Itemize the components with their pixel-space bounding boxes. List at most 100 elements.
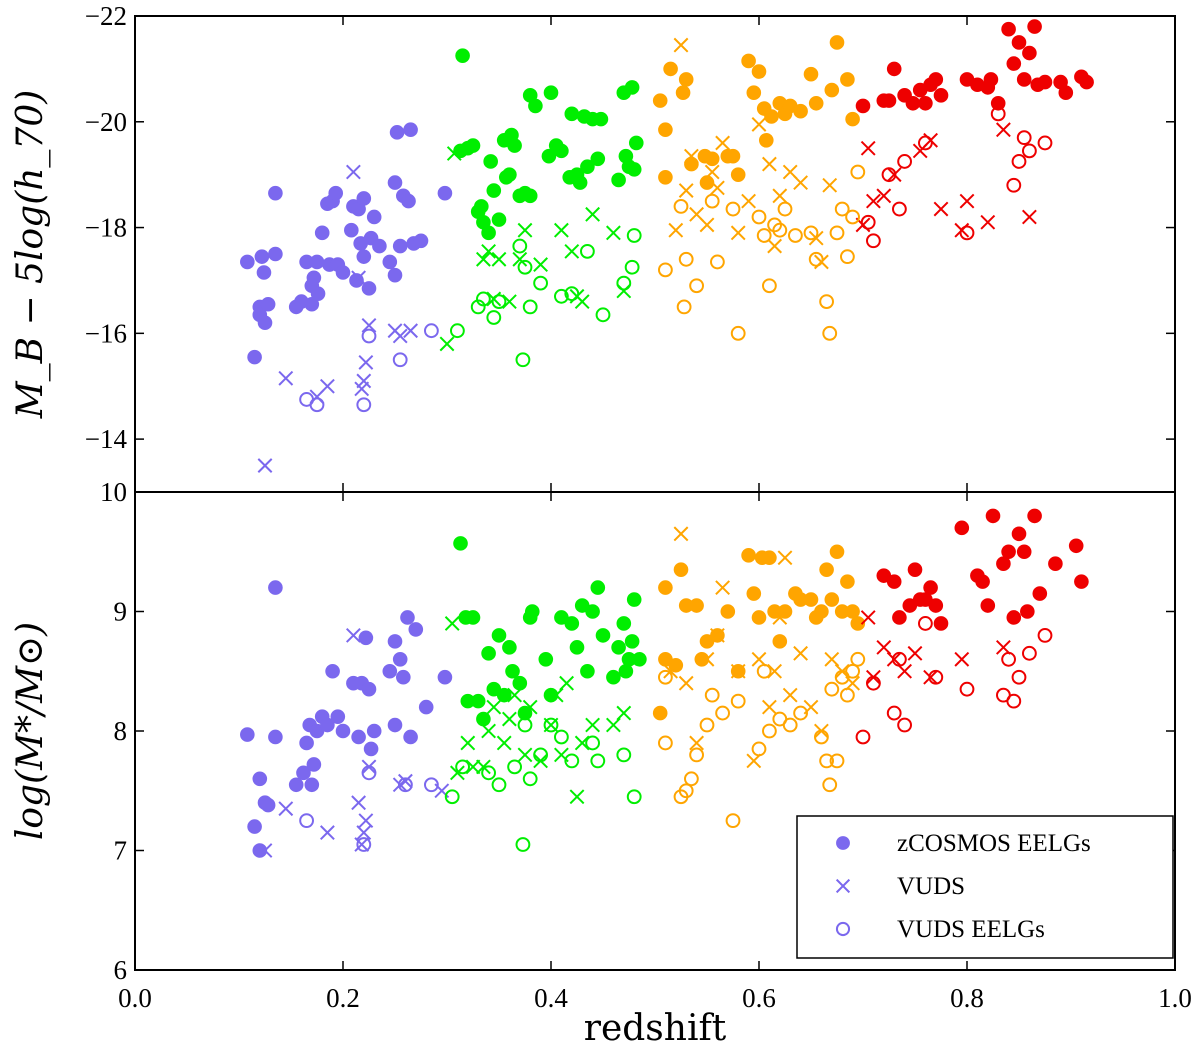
vuds-point	[475, 251, 491, 267]
y-tick-label: −18	[85, 213, 127, 243]
vuds-eelgs-point	[522, 771, 538, 787]
vuds-eelgs-point	[564, 753, 580, 769]
zcosmos-eelgs-point	[252, 771, 268, 787]
zcosmos-eelgs-point	[829, 544, 845, 560]
vuds-point	[278, 801, 294, 817]
y-tick-label: −22	[85, 1, 127, 31]
vuds-point	[959, 193, 975, 209]
vuds-eelgs-point	[824, 681, 840, 697]
vuds-eelgs-point	[481, 765, 497, 781]
vuds-eelgs-point	[814, 729, 829, 745]
zcosmos-eelgs-point	[699, 175, 715, 190]
zcosmos-eelgs-point	[1027, 508, 1042, 524]
vuds-point	[886, 651, 902, 667]
zcosmos-eelgs-point	[569, 640, 585, 655]
vuds-point	[678, 675, 694, 691]
vuds-point	[715, 580, 731, 596]
vuds-eelgs-point	[850, 651, 866, 667]
vuds-point	[709, 627, 725, 643]
zcosmos-eelgs-point	[618, 663, 634, 679]
vuds-point	[481, 723, 497, 739]
vuds-point	[746, 753, 762, 769]
vuds-eelgs-point	[658, 262, 673, 278]
zcosmos-eelgs-point	[624, 80, 640, 95]
vuds-point	[345, 164, 361, 180]
vuds-eelgs-point	[424, 323, 439, 339]
zcosmos-eelgs-point	[725, 148, 741, 164]
zcosmos-eelgs-point	[907, 562, 923, 577]
zcosmos-eelgs-point	[524, 604, 540, 619]
zcosmos-eelgs-point	[418, 699, 434, 715]
bottom-panel: 6 7 8 9 10 0.0 0.2 0.4 0.6 0.8 1.0 log(M*/M⊙) red…	[10, 16, 1192, 1049]
zcosmos-eelgs-point	[260, 296, 276, 312]
vuds-eelgs-point	[590, 753, 606, 769]
zcosmos-eelgs-point	[247, 819, 262, 834]
vuds-point	[356, 825, 372, 840]
bottom-panel-y-ticks: 6 7 8 9 10	[100, 477, 1175, 985]
vuds-point	[699, 651, 715, 667]
vuds-eelgs-point	[710, 254, 725, 270]
vuds-eelgs-point	[725, 813, 741, 829]
vuds-point	[351, 270, 367, 286]
vuds-point	[496, 735, 512, 751]
vuds-point	[668, 222, 684, 238]
vuds-point	[569, 789, 585, 805]
vuds-point	[486, 699, 502, 715]
zcosmos-eelgs-point	[803, 592, 819, 607]
zcosmos-eelgs-point	[628, 135, 644, 151]
zcosmos-eelgs-point	[382, 663, 398, 679]
zcosmos-eelgs-point	[814, 604, 829, 619]
vuds-eelgs-point	[1016, 130, 1032, 146]
zcosmos-eelgs-point	[1011, 526, 1027, 542]
zcosmos-eelgs-point	[840, 72, 855, 87]
vuds-eelgs-point	[788, 228, 803, 243]
zcosmos-eelgs-point	[983, 72, 999, 87]
y-tick-label: 7	[114, 836, 128, 866]
vuds-eelgs-point	[897, 717, 912, 733]
vuds-eelgs-point	[756, 663, 772, 679]
vuds-point	[533, 257, 549, 272]
vuds-point	[808, 230, 824, 246]
vuds-eelgs-point	[866, 675, 881, 691]
vuds-eelgs-point	[356, 397, 372, 413]
vuds-eelgs-point	[517, 717, 533, 733]
y-tick-label: −14	[85, 424, 128, 454]
zcosmos-eelgs-point	[403, 729, 418, 745]
zcosmos-eelgs-point	[505, 663, 520, 679]
vuds-point	[257, 458, 273, 473]
vuds-point	[704, 164, 720, 180]
vuds-eelgs-point	[756, 228, 772, 243]
zcosmos-eelgs-point	[1048, 556, 1063, 571]
zcosmos-eelgs-point	[626, 592, 642, 607]
vuds-point	[358, 813, 374, 829]
vuds-point	[605, 717, 621, 733]
zcosmos-eelgs-point	[1006, 610, 1022, 625]
zcosmos-eelgs-point	[403, 122, 418, 138]
vuds-eelgs-point	[860, 214, 876, 230]
legend-label: VUDS	[897, 873, 965, 900]
vuds-point	[995, 639, 1011, 655]
vuds-eelgs-point	[517, 259, 533, 275]
zcosmos-eelgs-point	[704, 151, 720, 167]
vuds-eelgs-point	[959, 225, 975, 241]
vuds-eelgs-point	[299, 813, 315, 829]
vuds-point	[548, 687, 564, 703]
vuds-point	[772, 188, 788, 204]
zcosmos-eelgs-point	[335, 723, 351, 739]
zcosmos-eelgs-point	[310, 286, 326, 301]
vuds-point	[351, 795, 367, 811]
vuds-point	[501, 711, 517, 727]
zcosmos-eelgs-point	[1001, 544, 1016, 560]
vuds-eelgs-point	[626, 228, 642, 243]
vuds-eelgs-point	[554, 288, 569, 304]
vuds-point	[553, 222, 569, 238]
vuds-eelgs-point	[819, 294, 834, 310]
vuds-eelgs-point	[486, 310, 502, 325]
vuds-eelgs-point	[822, 777, 838, 793]
zcosmos-eelgs-point	[611, 640, 626, 655]
zcosmos-eelgs-point	[491, 628, 507, 643]
legend-label: zCOSMOS EELGs	[897, 830, 1091, 857]
zcosmos-eelgs-point	[803, 66, 819, 82]
vuds-point	[444, 616, 460, 631]
